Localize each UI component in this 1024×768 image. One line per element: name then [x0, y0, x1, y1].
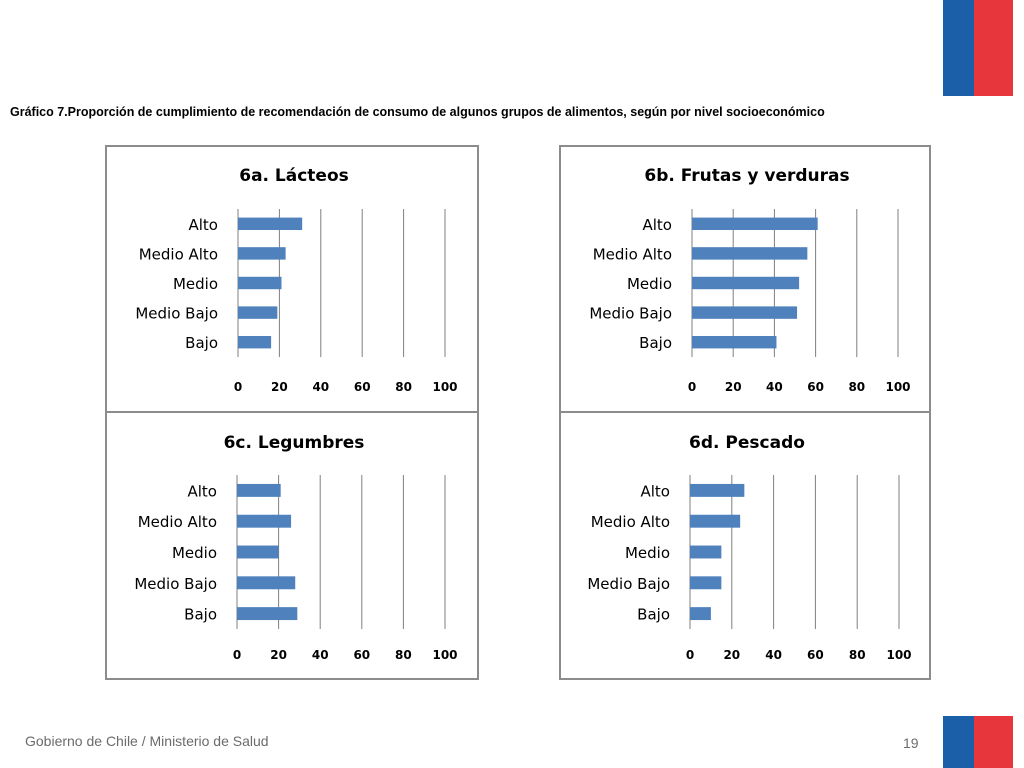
- category-label-medio-bajo: Medio Bajo: [587, 575, 670, 593]
- x-tick-label: 20: [271, 380, 288, 394]
- x-tick-label: 0: [233, 648, 241, 662]
- x-tick-label: 60: [354, 380, 371, 394]
- bar-alto: [238, 217, 303, 231]
- category-label-bajo: Bajo: [184, 606, 217, 624]
- x-tick-label: 100: [886, 648, 911, 662]
- chart-frutas-verduras: 6b. Frutas y verduras 0 20 40 60 80 100 Alto Med…: [589, 166, 910, 394]
- bar-bajo: [690, 607, 711, 621]
- x-tick-label: 40: [312, 380, 329, 394]
- category-label-bajo: Bajo: [637, 606, 670, 624]
- x-tick-label: 20: [725, 380, 742, 394]
- chart-title: 6a. Lácteos: [239, 166, 349, 186]
- chart-pescado: 6d. Pescado 0 20 40 60 80 100 Alto Medio Alto Med…: [587, 433, 911, 662]
- category-label-medio-bajo: Medio Bajo: [134, 575, 217, 593]
- category-label-medio-alto: Medio Alto: [591, 513, 670, 531]
- bar-alto: [237, 483, 281, 497]
- x-tick-label: 80: [848, 380, 865, 394]
- category-label-medio: Medio: [625, 544, 670, 562]
- x-tick-label: 100: [885, 380, 910, 394]
- category-label-medio: Medio: [627, 275, 672, 293]
- bar-medio-bajo: [237, 576, 296, 590]
- bar-medio-bajo: [692, 306, 798, 319]
- bar-medio-alto: [238, 247, 286, 260]
- chart-title: 6b. Frutas y verduras: [644, 166, 849, 186]
- chile-flag-logo-bottom: [943, 716, 1013, 768]
- bar-alto: [690, 483, 745, 497]
- category-label-alto: Alto: [641, 482, 671, 500]
- bar-bajo: [238, 335, 272, 349]
- x-tick-label: 20: [270, 648, 287, 662]
- bar-medio: [238, 276, 282, 290]
- x-tick-label: 40: [765, 648, 782, 662]
- chart-panel-frutas-verduras: 6b. Frutas y verduras 0 20 40 60 80 100 Alto Med…: [559, 145, 931, 413]
- x-tick-label: 40: [766, 380, 783, 394]
- x-tick-label: 0: [686, 648, 694, 662]
- bar-alto: [692, 217, 818, 231]
- x-tick-label: 0: [234, 380, 242, 394]
- category-label-bajo: Bajo: [639, 334, 672, 352]
- x-tick-label: 40: [312, 648, 329, 662]
- chart-lacteos: 6a. Lácteos 0 20 40 60 80 100 Alto Medio Alto Med…: [135, 166, 457, 394]
- x-tick-label: 60: [807, 648, 824, 662]
- x-tick-label: 80: [849, 648, 866, 662]
- x-tick-label: 60: [807, 380, 824, 394]
- bar-medio: [237, 545, 279, 559]
- category-label-medio-bajo: Medio Bajo: [135, 305, 218, 323]
- chart-panel-lacteos: 6a. Lácteos 0 20 40 60 80 100 Alto Medio Alto Med…: [105, 145, 479, 413]
- x-tick-label: 0: [688, 380, 696, 394]
- category-label-medio-alto: Medio Alto: [593, 245, 672, 263]
- category-label-bajo: Bajo: [185, 334, 218, 352]
- chart-title: 6d. Pescado: [689, 433, 805, 453]
- bar-medio-alto: [692, 247, 808, 260]
- bar-bajo: [692, 335, 777, 349]
- chart-panel-legumbres: 6c. Legumbres 0 20 40 60 80 100 Alto Medio Alto M…: [105, 411, 479, 680]
- bar-medio: [692, 276, 800, 290]
- page-title: Gráfico 7.Proporción de cumplimiento de …: [10, 105, 825, 119]
- category-label-alto: Alto: [189, 216, 219, 234]
- footer-text: Gobierno de Chile / Ministerio de Salud: [25, 733, 269, 749]
- x-tick-label: 80: [395, 380, 412, 394]
- bar-medio-alto: [237, 514, 292, 528]
- chile-flag-logo-top: [943, 0, 1013, 96]
- x-tick-label: 80: [395, 648, 412, 662]
- x-tick-label: 60: [353, 648, 370, 662]
- chart-legumbres: 6c. Legumbres 0 20 40 60 80 100 Alto Medio Alto M…: [134, 433, 457, 662]
- bar-medio-bajo: [690, 576, 722, 590]
- category-label-medio: Medio: [173, 275, 218, 293]
- category-label-alto: Alto: [643, 216, 673, 234]
- x-tick-label: 20: [723, 648, 740, 662]
- page-number: 19: [903, 735, 919, 751]
- category-label-medio-bajo: Medio Bajo: [589, 305, 672, 323]
- category-label-alto: Alto: [188, 482, 218, 500]
- chart-title: 6c. Legumbres: [224, 433, 365, 453]
- x-tick-label: 100: [432, 648, 457, 662]
- category-label-medio-alto: Medio Alto: [138, 513, 217, 531]
- x-tick-label: 100: [432, 380, 457, 394]
- chart-panel-pescado: 6d. Pescado 0 20 40 60 80 100 Alto Medio Alto Med…: [559, 411, 931, 680]
- bar-medio: [690, 545, 722, 559]
- bar-medio-alto: [690, 514, 741, 528]
- bar-bajo: [237, 607, 298, 621]
- category-label-medio: Medio: [172, 544, 217, 562]
- category-label-medio-alto: Medio Alto: [139, 245, 218, 263]
- bar-medio-bajo: [238, 306, 278, 319]
